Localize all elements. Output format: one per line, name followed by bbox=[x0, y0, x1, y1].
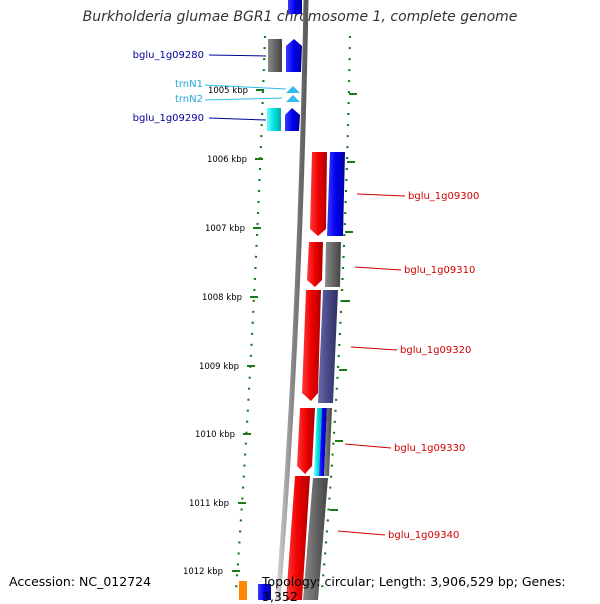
trna-trnN1 bbox=[286, 86, 300, 93]
gene-bglu-1g09330-partner-blue bbox=[319, 408, 327, 476]
leader-bglu-1g09280 bbox=[208, 54, 267, 57]
gene-label-bglu-1g09280: bglu_1g09280 bbox=[133, 50, 204, 61]
leader-bglu-1g09320 bbox=[350, 346, 398, 351]
tick-label-1006: 1006 kbp bbox=[207, 155, 247, 165]
leader-bglu-1g09330 bbox=[344, 443, 392, 449]
gene-bglu-1g09320 bbox=[302, 290, 321, 401]
leader-bglu-1g09310 bbox=[354, 266, 402, 271]
map-title: Burkholderia glumae BGR1 chromosome 1, c… bbox=[82, 9, 518, 25]
gene-bglu-1g09340-partner bbox=[303, 478, 328, 600]
gene-bglu-1g09320-partner bbox=[318, 290, 338, 403]
tick-label-1010: 1010 kbp bbox=[195, 430, 235, 440]
leader-trnN1 bbox=[204, 84, 287, 90]
gene-bglu-1g09310-partner bbox=[325, 242, 341, 287]
gene-bglu-1g09300-partner bbox=[327, 152, 345, 236]
gene-label-trnN1: trnN1 bbox=[175, 79, 203, 90]
gene-label-bglu-1g09310: bglu_1g09310 bbox=[404, 265, 475, 276]
tick-label-1005: 1005 kbp bbox=[208, 86, 248, 96]
gene-bglu-1g09280-partner bbox=[268, 39, 282, 72]
gene-bglu-1g09340 bbox=[286, 476, 310, 600]
gene-bglu-1g09280 bbox=[286, 39, 302, 72]
gene-bglu-1g09330 bbox=[297, 408, 315, 474]
tick-label-1009: 1009 kbp bbox=[199, 362, 239, 372]
tick-label-1012: 1012 kbp bbox=[183, 567, 223, 577]
tick-1005 bbox=[256, 89, 357, 95]
gene-bglu-1g09310 bbox=[307, 242, 323, 287]
gene-label-bglu-1g09330: bglu_1g09330 bbox=[394, 443, 465, 454]
gene-bglu-1g09290-partner bbox=[267, 108, 281, 131]
gene-bottom-blue bbox=[258, 584, 271, 600]
gene-top-partial bbox=[288, 0, 302, 14]
tick-1008 bbox=[250, 296, 350, 302]
leader-trnN2 bbox=[204, 97, 283, 101]
gene-bglu-1g09300 bbox=[310, 152, 327, 236]
trna-trnN2 bbox=[286, 95, 300, 102]
gene-label-bglu-1g09300: bglu_1g09300 bbox=[408, 191, 479, 202]
leader-bglu-1g09300 bbox=[356, 193, 406, 197]
accession-text: Accession: NC_012724 bbox=[9, 574, 152, 589]
tick-1010 bbox=[243, 433, 343, 442]
gene-label-trnN2: trnN2 bbox=[175, 94, 203, 105]
tick-1009 bbox=[247, 365, 347, 371]
tick-1006 bbox=[255, 158, 355, 163]
gene-label-bglu-1g09320: bglu_1g09320 bbox=[400, 345, 471, 356]
tick-label-1008: 1008 kbp bbox=[202, 293, 242, 303]
tick-label-1011: 1011 kbp bbox=[189, 499, 229, 509]
gene-bglu-1g09330-partner-gray bbox=[324, 408, 332, 476]
tick-label-1007: 1007 kbp bbox=[205, 224, 245, 234]
gene-bglu-1g09290 bbox=[285, 108, 300, 131]
tick-1007 bbox=[253, 227, 353, 233]
leader-bglu-1g09340 bbox=[337, 530, 386, 536]
gene-label-bglu-1g09290: bglu_1g09290 bbox=[133, 113, 204, 124]
tick-1011 bbox=[238, 502, 338, 511]
gene-bottom-orange bbox=[239, 581, 247, 600]
leader-bglu-1g09290 bbox=[208, 117, 267, 121]
gene-bglu-1g09330-partner-cyan bbox=[314, 408, 322, 476]
gene-label-bglu-1g09340: bglu_1g09340 bbox=[388, 530, 459, 541]
chromosome-backbone bbox=[275, 0, 309, 600]
